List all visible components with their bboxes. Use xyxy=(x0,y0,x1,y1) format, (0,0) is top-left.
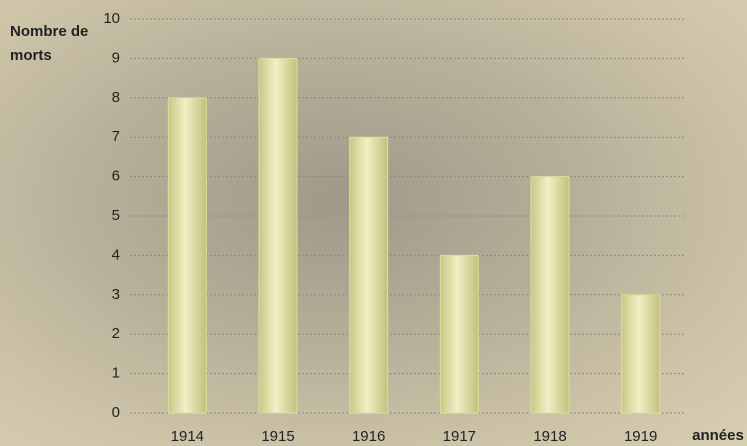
x-tick-label: 1914 xyxy=(171,428,204,445)
y-axis-label: Nombre de morts xyxy=(10,23,89,64)
y-tick-label: 8 xyxy=(112,89,120,106)
y-tick-label: 5 xyxy=(112,207,120,224)
y-tick-label: 6 xyxy=(112,168,120,185)
x-tick-label: 1917 xyxy=(443,428,476,445)
bar xyxy=(167,97,207,414)
x-tick-label: 1918 xyxy=(533,428,566,445)
y-tick-label: 9 xyxy=(112,49,120,66)
y-tick-label: 4 xyxy=(112,246,120,263)
x-tick-label: 1919 xyxy=(624,428,657,445)
y-tick-label: 7 xyxy=(112,128,120,145)
bar xyxy=(258,57,298,414)
y-tick-label: 10 xyxy=(103,10,120,27)
y-tick-label: 2 xyxy=(112,325,120,342)
y-tick-label: 1 xyxy=(112,365,120,382)
y-tick-label: 0 xyxy=(112,404,120,421)
y-tick-label: 3 xyxy=(112,286,120,303)
x-tick-label: 1916 xyxy=(352,428,385,445)
bar xyxy=(621,294,661,414)
bar xyxy=(439,254,479,414)
x-tick-label: 1915 xyxy=(261,428,294,445)
bar xyxy=(349,136,389,414)
x-axis-label: années xyxy=(692,427,744,444)
bar xyxy=(530,176,570,414)
